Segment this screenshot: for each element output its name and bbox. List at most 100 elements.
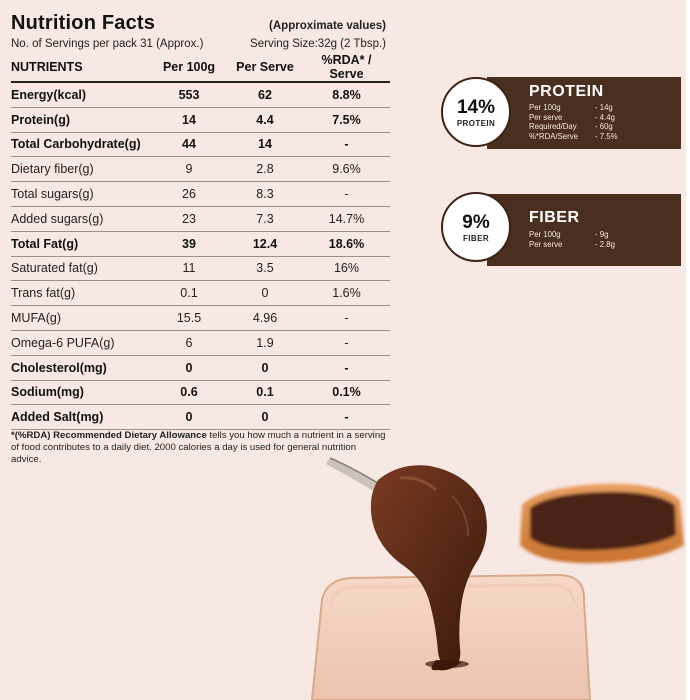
header-nutrients: NUTRIENTS: [11, 53, 151, 83]
table-row: Total Carbohydrate(g) 44 14 -: [11, 132, 390, 158]
header-rda: %RDA* / Serve: [303, 53, 390, 83]
rda-value: -: [303, 181, 390, 207]
table-row: Saturated fat(g) 11 3.5 16%: [11, 256, 390, 282]
table-row: Added sugars(g) 23 7.3 14.7%: [11, 206, 390, 232]
rda-value: 7.5%: [303, 107, 390, 133]
per-serve-value: 0: [227, 355, 303, 381]
nutrient-name: Trans fat(g): [11, 280, 151, 307]
protein-percent: 14%: [456, 97, 496, 118]
detail-value: - 9g: [595, 230, 609, 239]
fiber-circle-label: FIBER: [463, 234, 489, 243]
per-100g-value: 9: [151, 156, 227, 183]
fiber-detail-row: Per 100g - 9g: [529, 230, 639, 240]
detail-value: - 4.4g: [595, 112, 615, 122]
fiber-badge-title: FIBER: [529, 209, 580, 226]
nutrient-name: Cholesterol(mg): [11, 355, 151, 381]
detail-value: - 2.8g: [595, 239, 615, 249]
per-serve-value: 7.3: [227, 206, 303, 232]
fiber-badge: 9% FIBER FIBER Per 100g - 9g Per serve - 2…: [441, 192, 681, 266]
nutrient-name: Total Carbohydrate(g): [11, 132, 151, 158]
protein-detail-row: Per 100g - 14g: [529, 103, 639, 113]
servings-per-pack: No. of Servings per pack 31 (Approx.): [11, 38, 204, 50]
rda-value: -: [303, 330, 390, 356]
rda-value: -: [303, 132, 390, 158]
per-serve-value: 4.96: [227, 305, 303, 331]
rda-value: 0.1%: [303, 380, 390, 406]
fiber-percent: 9%: [462, 212, 490, 233]
per-serve-value: 0.1: [227, 380, 303, 406]
rda-value: 8.8%: [303, 82, 390, 108]
per-serve-value: 2.8: [227, 156, 303, 183]
protein-circle-label: PROTEIN: [456, 119, 496, 128]
nutrition-facts-title: Nutrition Facts: [11, 12, 156, 34]
per-100g-value: 14: [151, 107, 227, 133]
nutrient-name: Energy(kcal): [11, 82, 151, 108]
per-serve-value: 0: [227, 404, 303, 431]
per-100g-value: 15.5: [151, 305, 227, 331]
protein-badge-title: PROTEIN: [529, 83, 604, 100]
detail-value: - 60g: [595, 122, 613, 131]
table-row: Energy(kcal) 553 62 8.8%: [11, 82, 390, 108]
per-serve-value: 3.5: [227, 256, 303, 282]
nutrition-table: NUTRIENTS Per 100g Per Serve %RDA* / Ser…: [11, 53, 390, 431]
per-100g-value: 0: [151, 355, 227, 381]
approx-values-note: (Approximate values): [269, 20, 386, 32]
rda-value: 16%: [303, 256, 390, 282]
protein-badge: 14% PROTEIN PROTEIN Per 100g - 14g Per se…: [441, 77, 681, 149]
nutrient-name: Protein(g): [11, 107, 151, 133]
nutrient-name: Sodium(mg): [11, 380, 151, 406]
per-100g-value: 39: [151, 231, 227, 257]
rda-footnote-text: tells you how much a nutrient in a servi…: [11, 430, 386, 465]
per-serve-value: 8.3: [227, 181, 303, 207]
detail-key: Required/Day: [529, 122, 577, 131]
per-100g-value: 0: [151, 404, 227, 431]
per-100g-value: 44: [151, 132, 227, 158]
detail-value: - 14g: [595, 103, 613, 112]
per-serve-value: 12.4: [227, 231, 303, 257]
table-row: Omega-6 PUFA(g) 6 1.9 -: [11, 330, 390, 356]
rda-value: 18.6%: [303, 231, 390, 257]
chocolate-drip: [370, 465, 487, 671]
fiber-detail-row: Per serve - 2.8g: [529, 240, 639, 250]
per-100g-value: 11: [151, 256, 227, 282]
nutrient-name: Total sugars(g): [11, 181, 151, 207]
protein-badge-details: Per 100g - 14g Per serve - 4.4g Required/D…: [529, 103, 639, 141]
rda-value: -: [303, 355, 390, 381]
table-row: Total Fat(g) 39 12.4 18.6%: [11, 231, 390, 257]
table-row: Total sugars(g) 26 8.3 -: [11, 181, 390, 207]
nutrient-name: MUFA(g): [11, 305, 151, 331]
table-row: Cholesterol(mg) 0 0 -: [11, 355, 390, 381]
table-row: Added Salt(mg) 0 0 -: [11, 404, 390, 431]
blurred-toast: [520, 483, 684, 564]
nutrient-name: Omega-6 PUFA(g): [11, 330, 151, 356]
per-serve-value: 4.4: [227, 107, 303, 133]
nutrient-name: Added sugars(g): [11, 206, 151, 232]
header-per-100g: Per 100g: [151, 53, 227, 83]
header-per-serve: Per Serve: [227, 53, 303, 83]
per-serve-value: 14: [227, 132, 303, 158]
rda-footnote-bold: *(%RDA) Recommended Dietary Allowance: [11, 430, 207, 441]
per-serve-value: 1.9: [227, 330, 303, 356]
nutrient-name: Total Fat(g): [11, 231, 151, 257]
per-100g-value: 6: [151, 330, 227, 356]
rda-value: -: [303, 404, 390, 431]
rda-footnote: *(%RDA) Recommended Dietary Allowance te…: [11, 430, 389, 466]
per-100g-value: 23: [151, 206, 227, 232]
table-row: MUFA(g) 15.5 4.96 -: [11, 305, 390, 331]
per-100g-value: 26: [151, 181, 227, 207]
rda-value: 14.7%: [303, 206, 390, 232]
protein-detail-row: %*RDA/Serve - 7.5%: [529, 132, 639, 142]
rda-value: -: [303, 305, 390, 331]
protein-badge-bar: [487, 77, 681, 149]
serving-size: Serving Size:32g (2 Tbsp.): [250, 38, 386, 50]
fiber-badge-details: Per 100g - 9g Per serve - 2.8g: [529, 230, 639, 249]
protein-percent-circle: 14% PROTEIN: [441, 77, 511, 147]
table-header-row: NUTRIENTS Per 100g Per Serve %RDA* / Ser…: [11, 53, 390, 83]
table-row: Trans fat(g) 0.1 0 1.6%: [11, 280, 390, 307]
rda-value: 9.6%: [303, 156, 390, 183]
protein-detail-row: Required/Day - 60g: [529, 122, 639, 132]
per-serve-value: 62: [227, 82, 303, 108]
nutrient-name: Dietary fiber(g): [11, 156, 151, 183]
